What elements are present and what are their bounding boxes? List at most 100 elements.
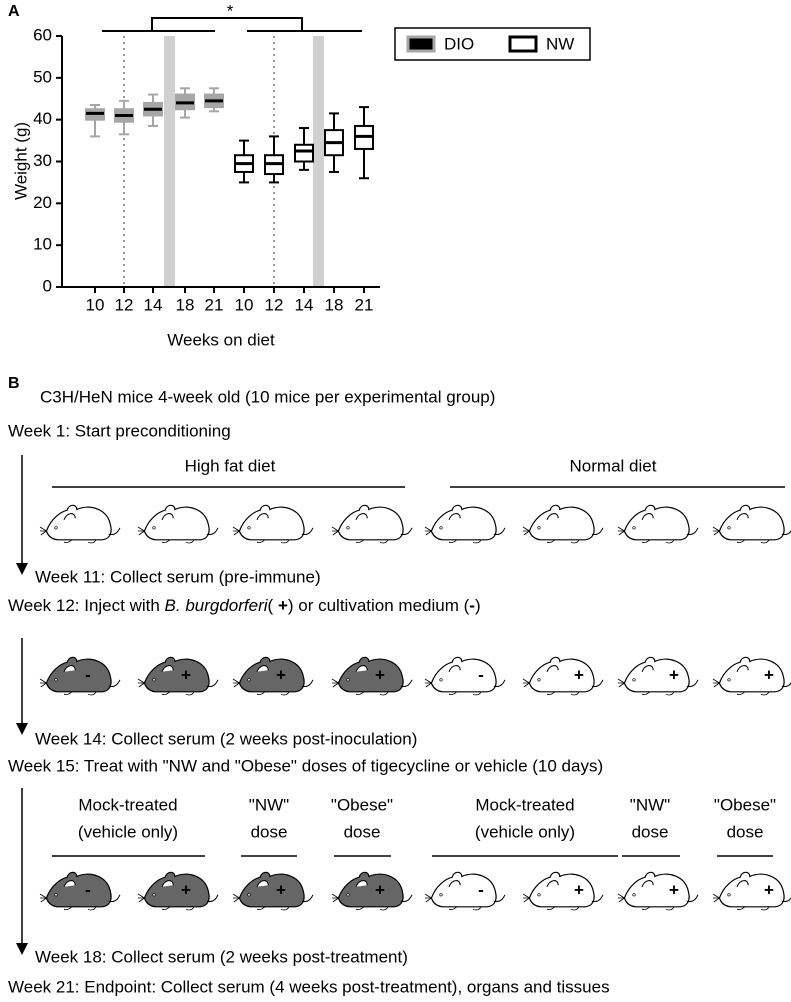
- group-label: dose: [251, 822, 288, 841]
- step-text: Week 18: Collect serum (2 weeks post-tre…: [35, 947, 408, 966]
- step-text: Week 12: Inject with B. burgdorferi( +) …: [8, 596, 481, 615]
- treatment-sign: +: [375, 880, 385, 899]
- x-tick-label: 21: [205, 295, 224, 314]
- treatment-sign: +: [669, 880, 679, 899]
- step-text: Week 11: Collect serum (pre-immune): [35, 567, 321, 586]
- mouse-body: [523, 657, 603, 695]
- figure: A B 0102030405060Weight (g)Weeks on diet…: [0, 0, 791, 1002]
- treatment-sign: +: [669, 665, 679, 684]
- mouse-body: [523, 505, 603, 543]
- group-label: "Obese": [714, 795, 776, 814]
- treatment-sign: +: [764, 880, 774, 899]
- y-tick-label: 60: [33, 25, 52, 44]
- arrow-head: [16, 563, 28, 575]
- group-label: Normal diet: [570, 456, 657, 475]
- mouse: +: [233, 657, 313, 695]
- treatment-sign: +: [375, 665, 385, 684]
- panel-label: A: [8, 3, 20, 20]
- y-tick-label: 10: [33, 235, 52, 254]
- legend-swatch: [408, 37, 434, 51]
- legend-label: DIO: [444, 34, 474, 53]
- mouse-body: [40, 872, 120, 910]
- group-label: Mock-treated: [475, 795, 574, 814]
- treatment-sign: +: [574, 880, 584, 899]
- mouse: -: [40, 657, 120, 695]
- x-tick-label: 21: [355, 295, 374, 314]
- mouse: [523, 505, 603, 543]
- x-tick-label: 18: [325, 295, 344, 314]
- step-text: Week 21: Endpoint: Collect serum (4 week…: [8, 977, 610, 996]
- mouse: -: [425, 657, 505, 695]
- mouse: +: [523, 657, 603, 695]
- group-label: (vehicle only): [475, 822, 575, 841]
- mouse: +: [713, 657, 791, 695]
- treatment-sign: +: [181, 880, 191, 899]
- group-label: dose: [344, 822, 381, 841]
- axis-break: [313, 36, 324, 287]
- x-tick-label: 10: [235, 295, 254, 314]
- text-part: B. burgdorferi: [165, 596, 269, 615]
- treatment-sign: -: [478, 665, 484, 684]
- mouse: [332, 505, 412, 543]
- mouse: [713, 505, 791, 543]
- mouse-body: [425, 505, 505, 543]
- treatment-sign: +: [276, 880, 286, 899]
- mouse-body: [713, 657, 791, 695]
- step-text: C3H/HeN mice 4-week old (10 mice per exp…: [40, 387, 495, 406]
- y-tick-label: 0: [43, 276, 52, 295]
- mouse-body: [40, 505, 120, 543]
- mouse-body: [618, 657, 698, 695]
- text-part: +: [278, 596, 288, 615]
- mouse-body: [233, 657, 313, 695]
- group-label: "NW": [249, 795, 289, 814]
- mouse-body: [40, 657, 120, 695]
- arrow-head: [16, 943, 28, 955]
- mouse-body: [233, 872, 313, 910]
- mouse: +: [332, 872, 412, 910]
- mouse: +: [618, 872, 698, 910]
- y-axis-label: Weight (g): [11, 122, 30, 200]
- text-part: (: [268, 596, 278, 615]
- mouse: [618, 505, 698, 543]
- mouse: +: [332, 657, 412, 695]
- mouse-body: [618, 505, 698, 543]
- mouse: +: [233, 872, 313, 910]
- mouse: -: [40, 872, 120, 910]
- group-label: (vehicle only): [78, 822, 178, 841]
- mouse: [40, 505, 120, 543]
- mouse-body: [332, 872, 412, 910]
- group-label: High fat diet: [185, 456, 276, 475]
- mouse-body: [713, 505, 791, 543]
- treatment-sign: +: [181, 665, 191, 684]
- x-tick-label: 14: [144, 295, 163, 314]
- mouse: [233, 505, 313, 543]
- y-tick-label: 50: [33, 67, 52, 86]
- y-tick-label: 20: [33, 193, 52, 212]
- mouse: +: [138, 657, 218, 695]
- text-part: Week 12: Inject with: [8, 596, 165, 615]
- group-label: "NW": [630, 795, 670, 814]
- y-tick-label: 30: [33, 151, 52, 170]
- panel-label: B: [8, 375, 20, 392]
- group-label: Mock-treated: [78, 795, 177, 814]
- mouse: +: [138, 872, 218, 910]
- mouse-body: [713, 872, 791, 910]
- mouse: [138, 505, 218, 543]
- significance: *: [227, 1, 234, 20]
- mouse: [425, 505, 505, 543]
- mouse-body: [332, 657, 412, 695]
- mouse: +: [523, 872, 603, 910]
- treatment-sign: +: [764, 665, 774, 684]
- x-tick-label: 12: [115, 295, 134, 314]
- step-text: Week 14: Collect serum (2 weeks post-ino…: [35, 729, 417, 748]
- arrow-head: [16, 723, 28, 735]
- mouse-body: [425, 657, 505, 695]
- axis-break: [164, 36, 175, 287]
- mouse-body: [618, 872, 698, 910]
- x-tick-label: 10: [86, 295, 105, 314]
- treatment-sign: -: [478, 880, 484, 899]
- treatment-sign: -: [85, 880, 91, 899]
- text-part: ) or cultivation medium (: [288, 596, 470, 615]
- mouse-body: [138, 505, 218, 543]
- group-label: "Obese": [331, 795, 393, 814]
